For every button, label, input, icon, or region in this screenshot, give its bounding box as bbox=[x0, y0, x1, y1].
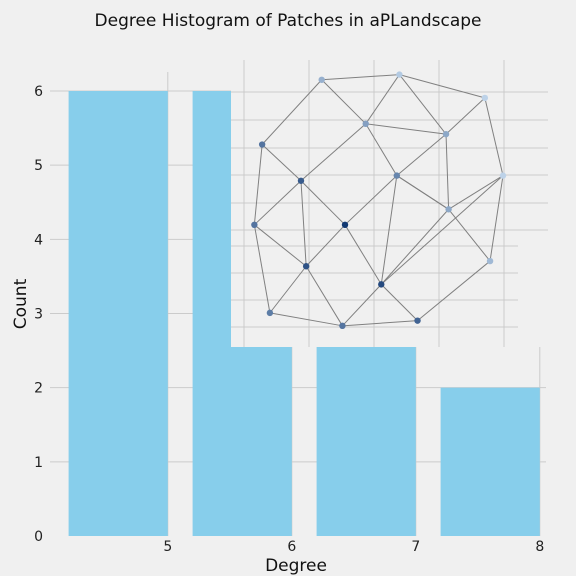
y-axis-title: Count bbox=[11, 278, 31, 329]
x-axis-title: Degree bbox=[265, 556, 327, 576]
network-edge bbox=[445, 97, 486, 135]
network-edge bbox=[344, 175, 398, 226]
network-edge bbox=[365, 123, 447, 135]
y-tick-label: 6 bbox=[34, 84, 43, 100]
network-node bbox=[302, 263, 310, 270]
network-edge bbox=[342, 320, 418, 327]
y-tick-label: 0 bbox=[34, 529, 43, 545]
network-edge bbox=[380, 284, 418, 321]
network-node bbox=[297, 177, 305, 184]
chart-title: Degree Histogram of Patches in aPLandsca… bbox=[95, 11, 482, 31]
histogram-bar bbox=[316, 313, 416, 536]
network-inset bbox=[231, 60, 548, 347]
network-edge bbox=[342, 284, 382, 327]
network-node bbox=[341, 221, 349, 229]
network-node bbox=[318, 76, 325, 83]
network-node bbox=[339, 322, 346, 330]
network-edge bbox=[305, 224, 346, 267]
y-tick-label: 1 bbox=[34, 455, 43, 471]
network-edge bbox=[253, 224, 271, 313]
network-node bbox=[499, 172, 507, 179]
network-edge bbox=[448, 175, 504, 210]
network-edge bbox=[269, 265, 307, 314]
histogram-bar bbox=[440, 387, 540, 536]
x-tick-label: 6 bbox=[287, 539, 296, 555]
network-node bbox=[258, 141, 266, 148]
network-edge bbox=[445, 134, 450, 210]
network-edge bbox=[399, 74, 447, 135]
network-node bbox=[393, 172, 401, 179]
x-tick-label: 7 bbox=[411, 539, 420, 555]
x-tick-label: 8 bbox=[535, 539, 544, 555]
y-tick-label: 3 bbox=[34, 307, 43, 323]
network-edge bbox=[380, 175, 398, 285]
network-edge bbox=[305, 265, 343, 327]
network-edge bbox=[269, 312, 343, 327]
network-node bbox=[486, 257, 494, 265]
network-edge bbox=[344, 224, 382, 285]
network-edge bbox=[396, 175, 449, 210]
network-node bbox=[266, 309, 274, 317]
bar-layer bbox=[68, 91, 540, 536]
x-tick-label: 5 bbox=[163, 539, 172, 555]
network-edge bbox=[448, 208, 491, 262]
network-edge bbox=[399, 74, 486, 99]
network-edge bbox=[261, 144, 302, 182]
network-edge bbox=[484, 97, 504, 176]
network-edge bbox=[254, 224, 307, 267]
network-node bbox=[362, 120, 369, 128]
network-edge bbox=[300, 180, 346, 226]
network-edge bbox=[489, 175, 504, 262]
network-node bbox=[445, 206, 452, 213]
network-node bbox=[414, 317, 421, 324]
network-node bbox=[378, 281, 385, 288]
y-tick-label: 4 bbox=[34, 232, 43, 248]
y-tick-label: 2 bbox=[34, 381, 43, 397]
network-edge bbox=[261, 79, 323, 145]
network-edge bbox=[321, 79, 367, 125]
network-edge bbox=[396, 133, 447, 176]
network-edge bbox=[254, 180, 302, 226]
network-node bbox=[251, 221, 258, 229]
tick-layer: 0 1 2 3 4 5 6 5 6 7 8 bbox=[34, 84, 544, 555]
network-node bbox=[481, 94, 489, 102]
network-edge bbox=[253, 144, 263, 225]
network-edge bbox=[380, 208, 449, 285]
network-node bbox=[442, 130, 450, 138]
histogram-bar bbox=[68, 91, 168, 536]
network-edge bbox=[365, 123, 398, 176]
network-edge bbox=[417, 260, 491, 322]
y-tick-label: 5 bbox=[34, 158, 43, 174]
network-node bbox=[396, 71, 403, 78]
network-edge bbox=[380, 175, 504, 285]
network-edge bbox=[300, 180, 307, 267]
network-edge bbox=[365, 74, 400, 125]
network-edge bbox=[300, 123, 367, 182]
network-edge bbox=[321, 74, 400, 81]
